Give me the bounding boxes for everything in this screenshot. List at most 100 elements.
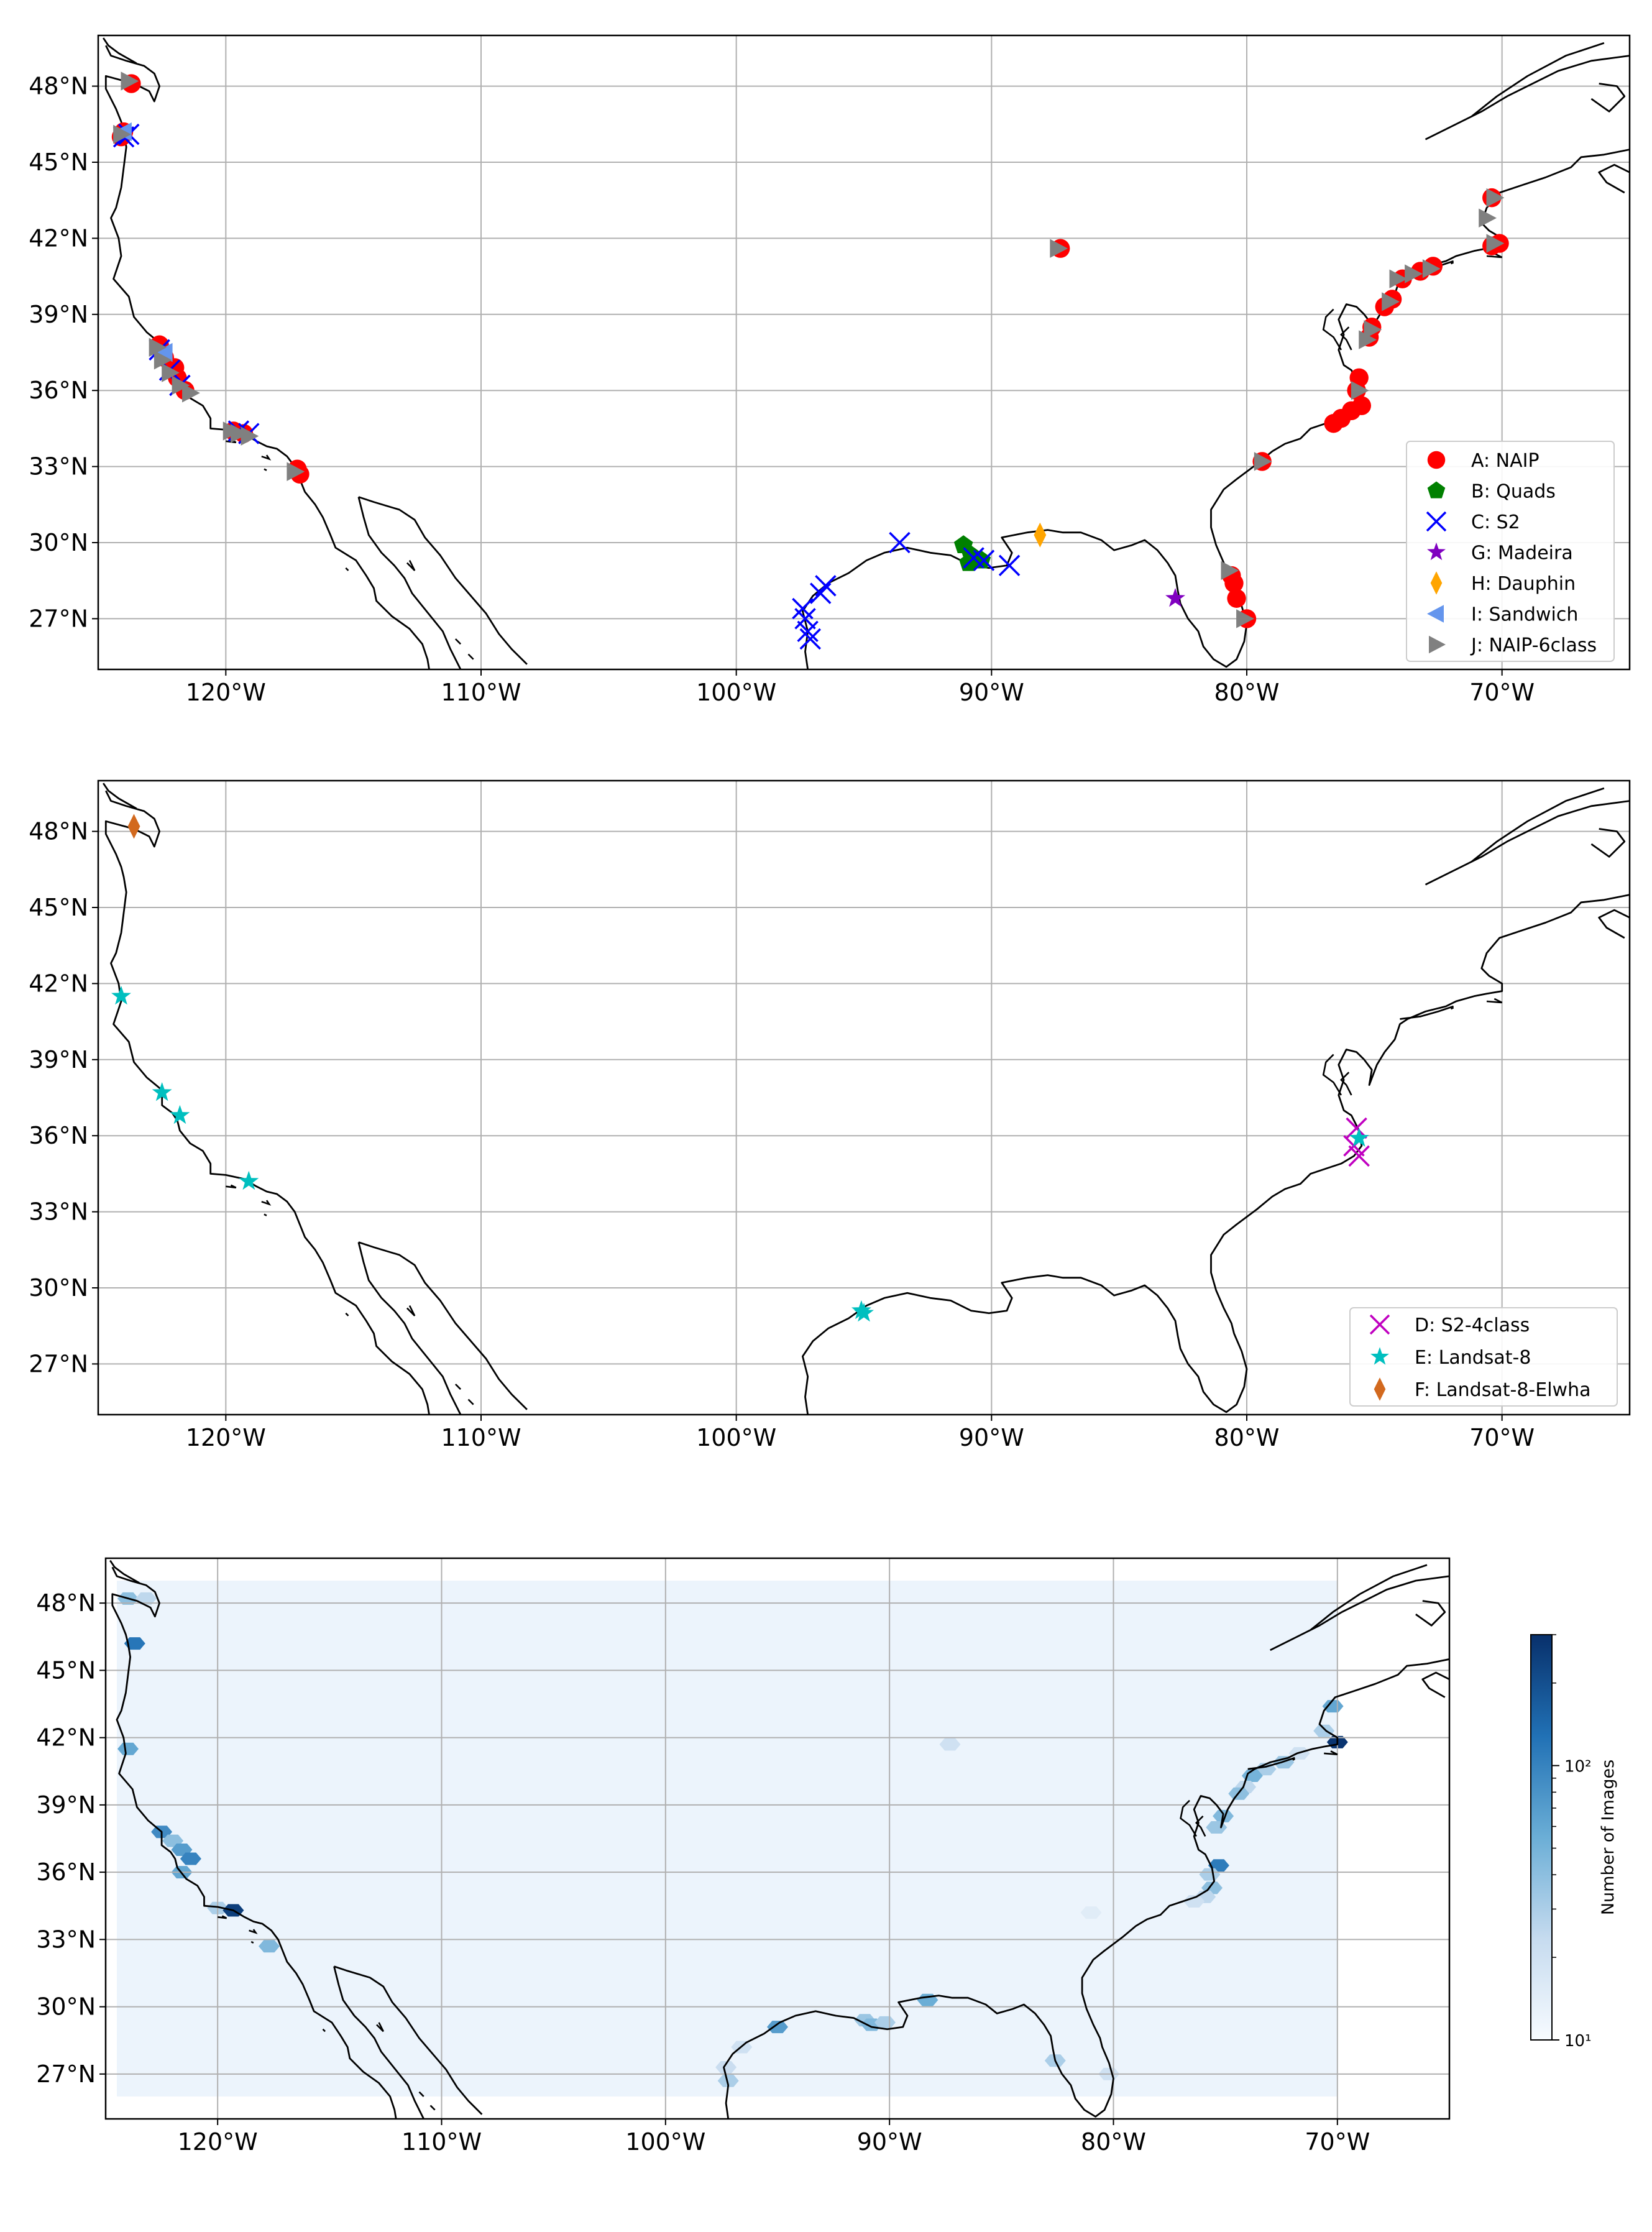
marker-e [854,1303,874,1322]
y-tick-label: 33°N [36,1926,96,1953]
panel-2-coastline [103,783,1630,1415]
density-cell [180,1852,201,1865]
panel-2-legend: D: S2-4class E: Landsat-8 F: Landsat-8-Elw… [1349,1307,1618,1407]
island-outline [1324,1750,1338,1755]
legend-entry-label: B: Quads [1471,481,1556,503]
y-tick-label: 30°N [29,1274,88,1302]
panel-2-x-tick-labels: 120°W 110°W 100°W 90°W 80°W 70°W [186,1415,1535,1451]
island-outline [467,653,474,660]
marker-d [1346,1117,1367,1139]
island-outline [345,567,349,571]
marker-c [889,531,911,554]
density-cell [135,1592,157,1605]
marker-j [1486,234,1505,253]
marker-i [154,342,173,362]
legend-box [1349,1307,1618,1407]
x-tick-label: 80°W [1214,679,1280,706]
coastline-segment [1590,83,1626,113]
coastline-segment [1425,55,1630,140]
panel-1-y-tick-labels: 27°N 30°N 33°N 36°N 39°N 42°N 45°N 48°N [29,73,98,632]
island-outline [1340,1072,1352,1096]
marker-j [1382,292,1400,311]
marker-j [1351,381,1369,400]
x-tick-label: 90°W [959,679,1024,706]
coastline-segment [333,1966,424,2119]
map-panel-2: 120°W 110°W 100°W 90°W 80°W 70°W 27°N 30°N 33°N… [29,779,1631,1451]
marker-j [1254,452,1272,471]
colorbar-label: Number of Images [1599,1760,1618,1915]
y-tick-label: 30°N [36,1993,96,2021]
density-cell [715,2061,737,2074]
marker-c [973,549,995,571]
x-tick-label: 80°W [1214,1424,1280,1451]
y-tick-label: 45°N [29,149,88,176]
x-tick-label: 70°W [1469,679,1535,706]
colorbar-tick-label: 10² [1564,1758,1592,1776]
density-cell [1322,1700,1344,1713]
y-tick-label: 45°N [36,1656,96,1684]
island-outline [218,1915,227,1919]
density-cell [874,2016,896,2029]
marker-h [1034,522,1047,548]
marker-j [1389,269,1408,288]
panel-3-x-tick-labels: 120°W 110°W 100°W 90°W 80°W 70°W [178,2119,1370,2156]
y-tick-label: 48°N [36,1589,96,1617]
legend-entry-label: D: S2-4class [1415,1315,1530,1336]
coastline-segment [1598,163,1630,194]
island-outline [1450,1007,1454,1010]
coastline-segment [1421,1671,1449,1698]
island-outline [1486,998,1503,1004]
marker-f [127,814,140,839]
island-outline [1180,1799,1197,1837]
island-outline [1322,1054,1342,1096]
island-outline [406,1305,416,1316]
island-outline [454,638,462,645]
island-outline [454,1384,462,1390]
marker-e [170,1105,190,1124]
x-tick-label: 120°W [178,2128,258,2156]
marker-j [1050,239,1068,258]
marker-e [152,1082,172,1101]
x-tick-label: 70°W [1305,2128,1370,2156]
x-tick-label: 110°W [402,2128,482,2156]
marker-j [241,426,259,446]
density-cell [124,1637,145,1650]
island-outline [264,1213,267,1216]
density-cell [1080,1906,1102,1919]
y-tick-label: 39°N [36,1791,96,1819]
panel-2-frame [97,779,1631,1416]
x-tick-label: 110°W [441,1424,521,1451]
coastline-segment [1471,42,1605,117]
legend-marker [1427,542,1446,561]
marker-g [1165,588,1185,607]
density-cell [717,2074,739,2087]
island-outline [1450,262,1454,265]
legend-marker [1427,481,1446,498]
legend-marker [1369,1314,1390,1335]
marker-e [851,1300,871,1320]
marker-j [1422,259,1441,278]
panel-1-frame [97,34,1631,671]
legend-entry-label: F: Landsat-8-Elwha [1415,1379,1590,1401]
coastline-segment [358,1241,528,1410]
y-tick-label: 39°N [29,1046,88,1073]
x-tick-label: 100°W [625,2128,705,2156]
marker-j [1359,330,1377,349]
island-outline [1292,1758,1295,1761]
marker-a [1324,414,1343,433]
island-outline [406,560,416,571]
legend-marker [1427,605,1444,623]
legend-entry-label: H: Dauphin [1471,573,1576,595]
marker-c [794,608,816,630]
y-tick-label: 42°N [29,970,88,997]
y-tick-label: 42°N [36,1724,96,1752]
x-tick-label: 80°W [1081,2128,1146,2156]
y-tick-label: 48°N [29,818,88,845]
coastline-segment [1270,1575,1449,1651]
coastline-segment [357,497,462,669]
legend-entry-label: I: Sandwich [1471,604,1578,626]
coastline-segment [1590,828,1626,858]
coastline-segment [1415,1600,1446,1627]
island-outline [1486,252,1503,259]
